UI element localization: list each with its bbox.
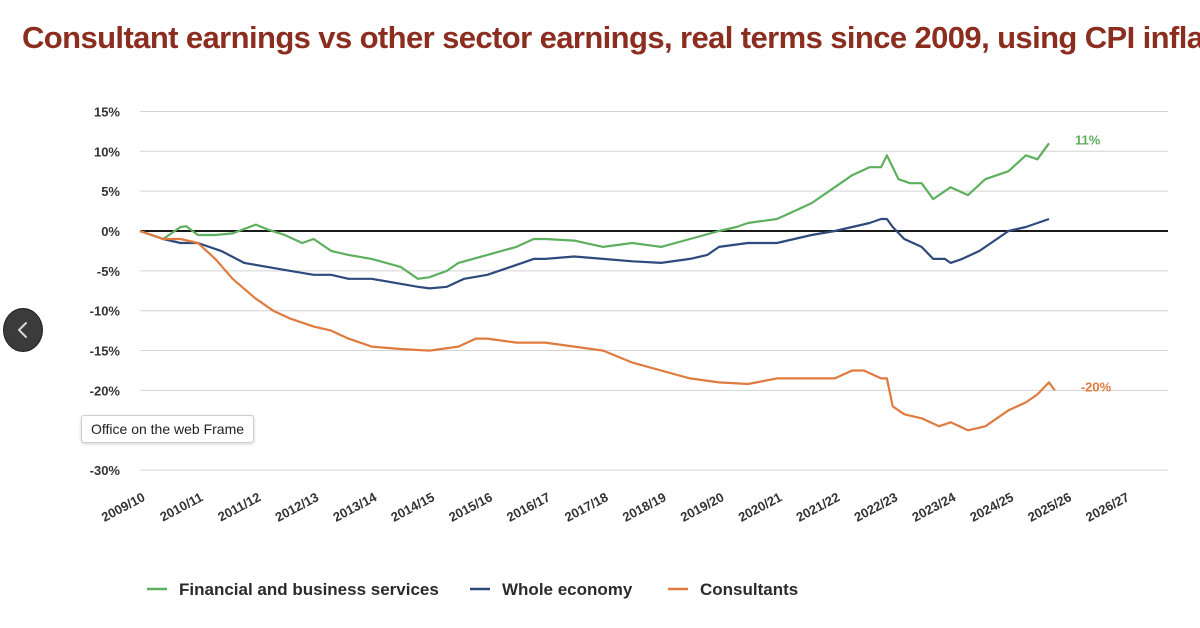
- x-tick-label: 2012/13: [273, 489, 322, 524]
- legend-label-financial-and-business-services: Financial and business services: [179, 580, 439, 599]
- series-line-financial-and-business-services: [139, 142, 1050, 280]
- frame-tooltip: Office on the web Frame: [81, 415, 255, 443]
- y-tick-label: -15%: [90, 344, 121, 359]
- x-tick-label: 2021/22: [794, 489, 843, 524]
- x-tick-label: 2013/14: [330, 489, 379, 525]
- y-tick-label: 10%: [94, 144, 120, 159]
- x-tick-label: 2025/26: [1025, 489, 1074, 524]
- series-line-consultants: [139, 229, 1056, 432]
- x-tick-label: 2016/17: [504, 489, 553, 524]
- x-tick-label: 2026/27: [1083, 489, 1132, 524]
- series-line-whole-economy: [139, 217, 1050, 290]
- x-tick-label: 2011/12: [215, 489, 263, 524]
- x-axis-ticks: 2009/10 2010/11 2011/12 2012/13 2013/14 2014/…: [99, 489, 1132, 525]
- chart-title: Consultant earnings vs other sector earn…: [22, 20, 1200, 55]
- grid-lines: [140, 110, 1168, 471]
- y-tick-label: -30%: [90, 463, 121, 478]
- x-tick-label: 2015/16: [446, 489, 495, 524]
- x-tick-label: 2023/24: [909, 489, 958, 525]
- x-tick-label: 2009/10: [99, 489, 148, 524]
- x-tick-label: 2010/11: [157, 489, 205, 524]
- legend-label-consultants: Consultants: [700, 580, 798, 599]
- chevron-left-icon: [18, 322, 27, 338]
- x-tick-label: 2018/19: [620, 489, 669, 524]
- y-tick-label: 15%: [94, 104, 120, 119]
- y-axis-ticks: 15% 10% 5% 0% -5% -10% -15% -20% -30%: [90, 104, 121, 478]
- y-tick-label: 0%: [101, 224, 120, 239]
- y-tick-label: -10%: [90, 304, 121, 319]
- previous-slide-button[interactable]: [3, 308, 43, 352]
- legend: Financial and business services Whole eco…: [147, 580, 798, 599]
- y-tick-label: -20%: [90, 383, 121, 398]
- x-tick-label: 2019/20: [678, 489, 727, 524]
- x-tick-label: 2020/21: [736, 489, 785, 524]
- end-label-consultants: -20%: [1081, 379, 1112, 394]
- end-labels: 11% -20%: [1075, 132, 1112, 394]
- legend-label-whole-economy: Whole economy: [502, 580, 633, 599]
- series-lines: [139, 142, 1056, 432]
- y-tick-label: 5%: [101, 184, 120, 199]
- x-tick-label: 2024/25: [967, 489, 1016, 524]
- x-tick-label: 2022/23: [852, 489, 901, 524]
- x-tick-label: 2017/18: [562, 489, 611, 524]
- x-tick-label: 2014/15: [388, 489, 437, 524]
- y-tick-label: -5%: [97, 264, 121, 279]
- end-label-financial-and-business-services: 11%: [1075, 132, 1101, 147]
